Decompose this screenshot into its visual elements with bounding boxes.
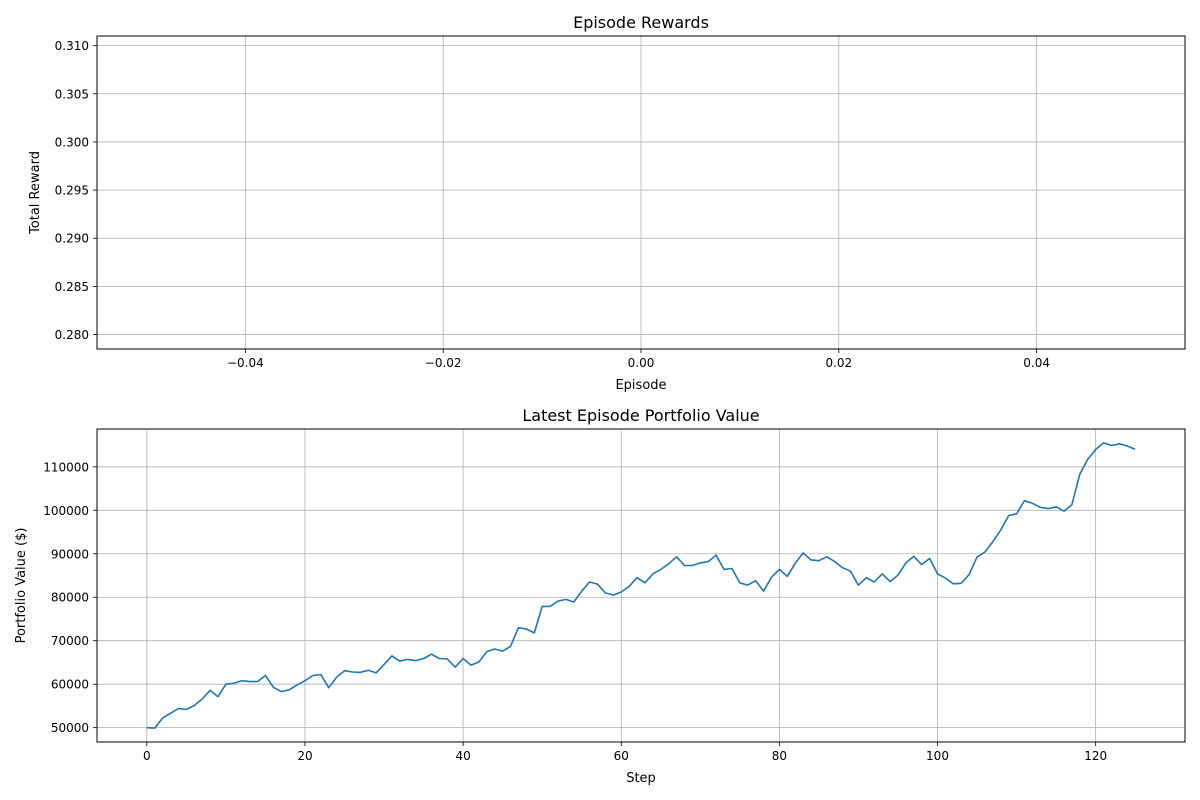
y-ticks: 50000 60000 70000 80000 90000 100000 110000 xyxy=(43,460,97,735)
y-tick-label: 50000 xyxy=(51,721,89,735)
x-tick-label: 40 xyxy=(455,749,470,763)
x-tick-label: 60 xyxy=(614,749,629,763)
y-axis-label: Total Reward xyxy=(28,151,43,235)
y-tick-label: 80000 xyxy=(51,591,89,605)
y-axis-label: Portfolio Value ($) xyxy=(14,528,29,644)
chart-title: Episode Rewards xyxy=(573,13,709,32)
x-ticks: 0 20 40 60 80 100 120 xyxy=(143,742,1107,763)
x-tick-label: −0.04 xyxy=(227,356,264,370)
y-tick-label: 0.280 xyxy=(55,328,89,342)
x-tick-label: 20 xyxy=(297,749,312,763)
y-tick-label: 0.300 xyxy=(55,135,89,149)
y-tick-label: 70000 xyxy=(51,634,89,648)
y-tick-label: 0.305 xyxy=(55,87,89,101)
x-tick-label: 100 xyxy=(926,749,949,763)
x-axis-label: Step xyxy=(626,771,656,786)
x-tick-label: 120 xyxy=(1084,749,1107,763)
chart-episode-rewards: −0.04 −0.02 0.00 0.02 0.04 0.2800.2850.2900.… xyxy=(28,13,1186,393)
series-line xyxy=(146,442,1136,729)
chart-title: Latest Episode Portfolio Value xyxy=(522,406,759,425)
y-gridlines xyxy=(97,466,1185,729)
y-tick-label: 0.290 xyxy=(55,232,89,246)
x-gridlines xyxy=(244,36,1038,349)
y-tick-label: 0.310 xyxy=(55,39,89,53)
x-ticks: −0.04 −0.02 0.00 0.02 0.04 xyxy=(227,349,1050,370)
x-tick-label: 0.04 xyxy=(1023,356,1050,370)
y-tick-label: 90000 xyxy=(51,547,89,561)
y-tick-label: 110000 xyxy=(43,460,89,474)
y-tick-label: 100000 xyxy=(43,504,89,518)
y-tick-label: 0.285 xyxy=(55,280,89,294)
x-tick-label: 80 xyxy=(772,749,787,763)
x-tick-label: 0.02 xyxy=(825,356,852,370)
chart-portfolio-value: 0 20 40 60 80 100 120 50000 60000 70000 80000 9000… xyxy=(14,406,1186,786)
y-tick-label: 60000 xyxy=(51,678,89,692)
x-tick-label: −0.02 xyxy=(425,356,462,370)
x-tick-label: 0.00 xyxy=(628,356,655,370)
x-gridlines xyxy=(146,429,1097,742)
y-tick-label: 0.295 xyxy=(55,184,89,198)
data-series xyxy=(146,442,1136,729)
x-tick-label: 0 xyxy=(143,749,151,763)
x-axis-label: Episode xyxy=(615,378,666,393)
axes-frame xyxy=(96,428,1186,743)
y-ticks: 0.280 0.285 0.290 0.295 0.300 0.305 0.310 xyxy=(55,39,97,342)
